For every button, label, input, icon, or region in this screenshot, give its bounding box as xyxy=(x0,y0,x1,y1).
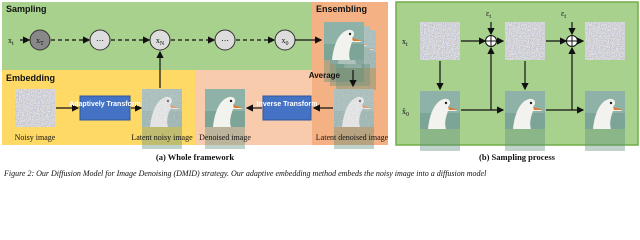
label: N xyxy=(160,41,165,47)
label: x xyxy=(36,36,40,45)
row-label: xt xyxy=(402,37,408,48)
noise-label: εt xyxy=(486,9,491,20)
adders xyxy=(485,35,578,47)
estimate-image xyxy=(585,91,625,151)
node-label: xN xyxy=(156,36,165,47)
step-label: Average xyxy=(309,71,341,80)
section-title: Embedding xyxy=(6,73,55,83)
node-label: ⋯ xyxy=(221,36,229,45)
node-label: xt xyxy=(8,36,14,47)
label: 0 xyxy=(286,41,289,47)
label: x xyxy=(8,36,12,45)
label: ε xyxy=(486,9,490,18)
transform-box: Adaptively Transform xyxy=(69,95,141,121)
noise-label: εt xyxy=(561,9,566,20)
estimate-image xyxy=(420,91,460,151)
section-title: Sampling xyxy=(6,4,47,14)
label: T xyxy=(40,41,44,47)
label: t xyxy=(406,42,408,48)
estimate-image xyxy=(505,91,545,151)
arrows xyxy=(56,36,357,112)
noisy-image xyxy=(15,89,55,127)
label: t xyxy=(12,41,14,47)
label: 0 xyxy=(406,112,409,118)
image-label: Latent denoised image xyxy=(316,133,389,142)
node-label: x0 xyxy=(282,36,289,47)
label: x xyxy=(402,37,406,46)
label: x xyxy=(282,36,286,45)
section-title: Ensembling xyxy=(316,4,367,14)
figure-caption: Figure 2: Our Diffusion Model for Image … xyxy=(3,169,487,178)
node-label: ⋯ xyxy=(96,36,104,45)
panel-caption: (a) Whole framework xyxy=(156,152,234,162)
image-label: Noisy image xyxy=(15,133,56,142)
arrows xyxy=(436,22,585,114)
nodes xyxy=(29,29,296,51)
node-label: xT xyxy=(36,36,44,47)
label: t xyxy=(564,14,566,20)
label: Adaptively Transform xyxy=(69,101,141,108)
label: x xyxy=(156,36,160,45)
noisy-image xyxy=(585,22,625,60)
row-label: x̂0 xyxy=(402,107,409,118)
figure: Sampling Ensembling Embedding xt xT ⋯ xN… xyxy=(2,1,639,178)
label: t xyxy=(489,14,491,20)
inverse-box: Inverse Transform xyxy=(257,95,318,121)
panel-caption: (b) Sampling process xyxy=(479,152,556,162)
label: ε xyxy=(561,9,565,18)
noisy-image xyxy=(505,22,545,60)
label: x̂ xyxy=(402,107,406,116)
label: Inverse Transform xyxy=(257,101,318,108)
image-label: Denoised image xyxy=(199,133,251,142)
image-label: Latent noisy image xyxy=(131,133,193,142)
noisy-image xyxy=(420,22,460,60)
